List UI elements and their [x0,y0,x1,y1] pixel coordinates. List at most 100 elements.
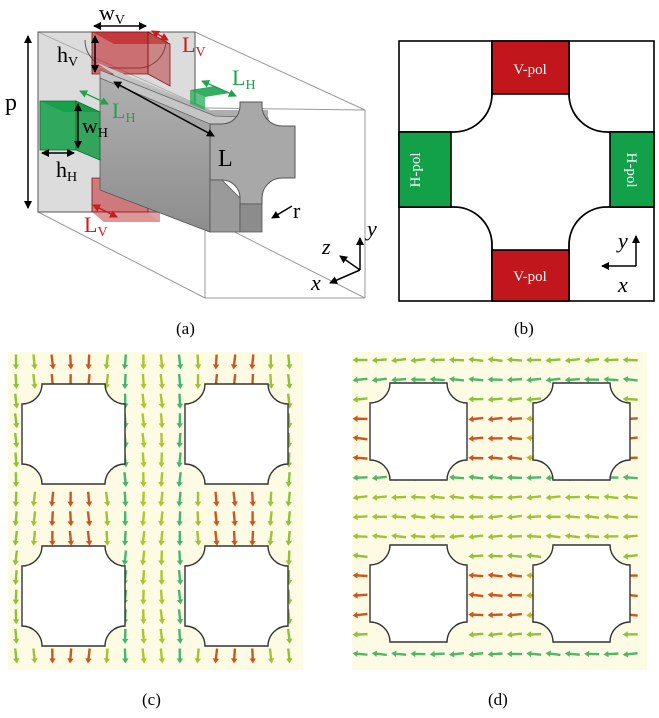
caption-b: (b) [514,319,534,338]
c-field-arrow-120 [176,570,184,586]
c-field-arrow-134 [13,628,20,644]
d-field-arrow-54 [352,474,368,481]
c-field-arrow-137 [158,628,166,644]
c-field-arrow-80 [49,511,56,527]
dim-LV-top [151,30,169,41]
c-field-arrow-110 [12,550,19,566]
c-field-arrow-122 [12,589,20,605]
axes-triad-a: y z x [310,216,377,295]
label-hV: hV [57,42,78,70]
c-field-arrow-10 [194,354,202,370]
d-field-arrow-114 [352,552,368,559]
d-field-arrow-32 [487,396,503,403]
d-field-arrow-3 [410,357,426,364]
d-field-arrow-113 [622,533,638,540]
d-field-arrow-16 [371,376,387,384]
d-field-arrow-100 [371,532,387,540]
c-field-arrow-135 [121,628,129,644]
d-field-arrow-150 [468,651,484,658]
c-field-arrow-102 [158,530,165,546]
c-field-arrow-53 [158,452,165,468]
svg-text:x: x [617,272,628,297]
c-field-arrow-65 [67,491,74,507]
label-h-pol-left: H-pol [408,153,424,188]
d-field-arrow-103 [429,533,445,540]
d-field-arrow-92 [506,513,522,521]
c-field-arrow-142 [49,648,56,664]
c-field-arrow-2 [49,354,56,370]
svg-text:y: y [616,228,628,253]
d-field-arrow-14 [622,356,638,364]
d-field-arrow-74 [449,493,465,501]
c-field-arrow-138 [176,628,184,644]
c-field-arrow-9 [176,354,184,370]
panel-c-vertical-field [8,352,303,670]
label-r: r [293,198,301,223]
c-field-arrow-62 [12,491,20,507]
label-p: p [5,90,17,116]
c-field-arrow-68 [122,491,129,507]
d-field-arrow-31 [468,396,484,403]
c-field-arrow-152 [231,648,238,664]
d-field-arrow-105 [468,533,484,540]
d-field-arrow-144 [352,650,368,657]
d-field-arrow-45 [506,435,522,442]
d-field-arrow-139 [468,631,484,638]
d-field-arrow-106 [487,533,503,540]
c-field-arrow-15 [286,354,293,370]
c-field-arrow-103 [176,530,184,546]
c-field-arrow-119 [158,570,165,586]
d-field-arrow-117 [506,552,522,559]
d-field-arrow-44 [487,435,503,442]
svg-text:z: z [321,234,331,259]
c-field-arrow-109 [285,530,292,546]
field-d-unit-cells [369,382,631,643]
c-unit-cell-0 [21,383,126,485]
d-field-arrow-96 [584,513,600,520]
d-field-arrow-59 [449,474,465,481]
d-field-arrow-126 [352,592,368,599]
d-field-arrow-29 [622,376,638,383]
c-field-arrow-111 [121,550,129,566]
c-field-arrow-58 [140,472,147,488]
d-field-arrow-134 [487,611,503,619]
h-port-left [39,100,101,161]
c-field-arrow-144 [85,648,92,664]
c-field-arrow-36 [176,393,184,409]
d-field-arrow-135 [506,611,522,619]
d-field-arrow-109 [545,532,561,540]
c-field-arrow-79 [30,511,38,527]
c-field-arrow-140 [13,648,20,664]
c-field-arrow-69 [140,491,147,507]
c-field-arrow-50 [12,452,20,468]
d-field-arrow-4 [429,356,445,364]
d-field-arrow-118 [526,552,542,559]
d-field-arrow-6 [468,356,484,363]
d-field-arrow-101 [391,532,407,540]
d-field-arrow-133 [468,611,484,618]
d-field-arrow-116 [487,552,503,560]
panel-b-cross-section: V-pol V-pol H-pol H-pol y x [398,40,655,302]
dim-L [113,81,215,137]
d-field-arrow-48 [352,454,368,461]
d-field-arrow-5 [449,356,465,364]
field-c-unit-cells [21,383,289,647]
c-field-arrow-145 [103,648,111,664]
d-field-arrow-71 [391,494,407,501]
d-field-arrow-12 [584,357,600,364]
c-field-arrow-146 [122,648,129,664]
c-field-arrow-96 [49,530,56,546]
label-v-pol-bottom: V-pol [513,269,547,285]
c-field-arrow-136 [140,628,147,644]
c-field-arrow-3 [67,354,74,370]
label-LV-top: LV [182,32,206,60]
d-field-arrow-0 [352,356,368,364]
c-field-arrow-154 [267,648,275,664]
d-field-arrow-2 [391,357,407,364]
c-field-arrow-52 [140,452,147,468]
c-field-arrow-32 [13,393,20,409]
d-field-arrow-18 [410,376,426,383]
c-field-arrow-91 [249,511,256,527]
d-field-arrow-99 [352,533,368,540]
c-field-arrow-11 [212,354,220,370]
